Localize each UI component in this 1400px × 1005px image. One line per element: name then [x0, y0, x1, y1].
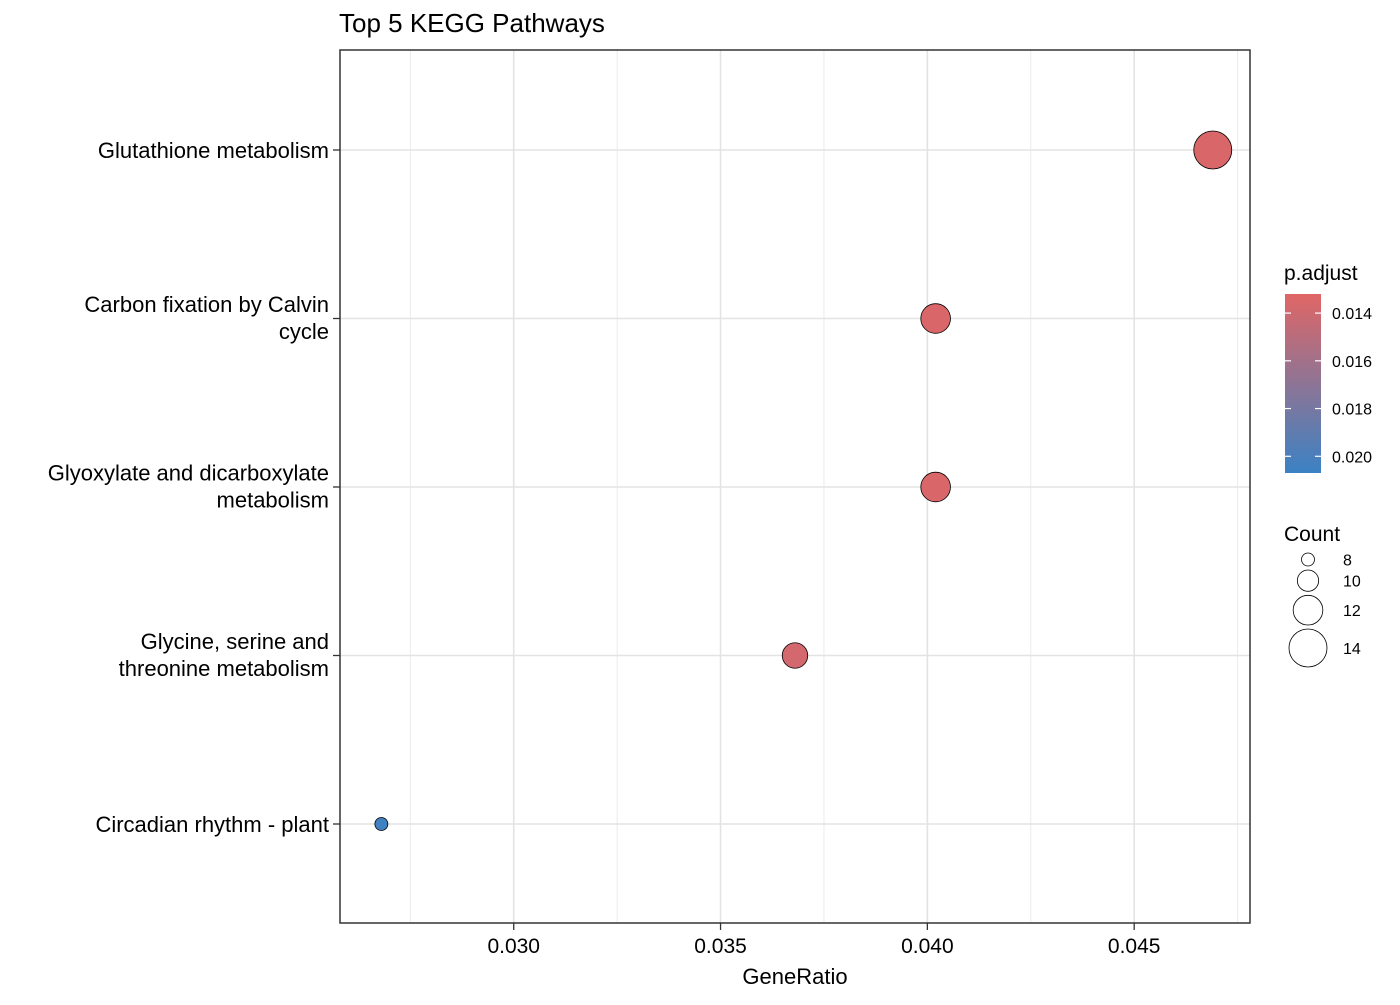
size-legend-label: 10: [1343, 574, 1361, 591]
data-points: [374, 130, 1233, 831]
x-axis-title: GeneRatio: [742, 964, 847, 989]
color-legend-title: p.adjust: [1284, 262, 1358, 285]
size-legend-circle: [1288, 628, 1328, 668]
x-tick-label: 0.040: [901, 935, 954, 958]
y-tick-label: threonine metabolism: [119, 656, 329, 681]
color-legend-label: 0.020: [1332, 449, 1372, 466]
grid-lines: [340, 50, 1250, 923]
x-tick-label: 0.045: [1108, 935, 1161, 958]
size-legend-label: 12: [1343, 603, 1361, 620]
data-point: [1193, 130, 1233, 170]
data-point: [374, 817, 389, 831]
color-legend-bar: [1285, 294, 1321, 473]
color-legend-ticks: 0.014 0.016 0.018 0.020: [1285, 306, 1372, 466]
size-legend-label: 14: [1343, 641, 1361, 658]
size-legend-label: 8: [1343, 553, 1352, 570]
size-legend-circle: [1301, 552, 1315, 567]
color-legend-label: 0.014: [1332, 306, 1372, 323]
y-tick-label: Circadian rhythm - plant: [95, 812, 329, 837]
data-point: [920, 471, 951, 503]
size-legend-circle: [1296, 569, 1320, 592]
x-tick-label: 0.035: [694, 935, 747, 958]
color-legend-label: 0.018: [1332, 402, 1372, 419]
chart-title: Top 5 KEGG Pathways: [339, 8, 605, 38]
y-tick-label: Glyoxylate and dicarboxylate: [48, 461, 329, 486]
y-tick-label: Carbon fixation by Calvin: [84, 292, 329, 317]
data-point: [781, 642, 809, 669]
data-point: [920, 303, 951, 334]
y-tick-label: Glutathione metabolism: [98, 138, 329, 163]
size-legend-items: 8 10 12 14: [1288, 552, 1361, 668]
y-tick-label: cycle: [279, 319, 329, 344]
y-axis: Glutathione metabolism Carbon fixation by…: [48, 138, 340, 837]
x-axis: 0.030 0.035 0.040 0.045: [487, 923, 1160, 958]
size-legend-circle: [1292, 594, 1324, 626]
color-legend-label: 0.016: [1332, 354, 1372, 371]
y-tick-label: metabolism: [217, 488, 329, 513]
x-tick-label: 0.030: [487, 935, 540, 958]
legend: p.adjust 0.014 0.016 0.018 0.020 Count 8 10 1…: [1284, 262, 1372, 668]
y-tick-label: Glycine, serine and: [141, 629, 329, 654]
size-legend-title: Count: [1284, 523, 1340, 546]
